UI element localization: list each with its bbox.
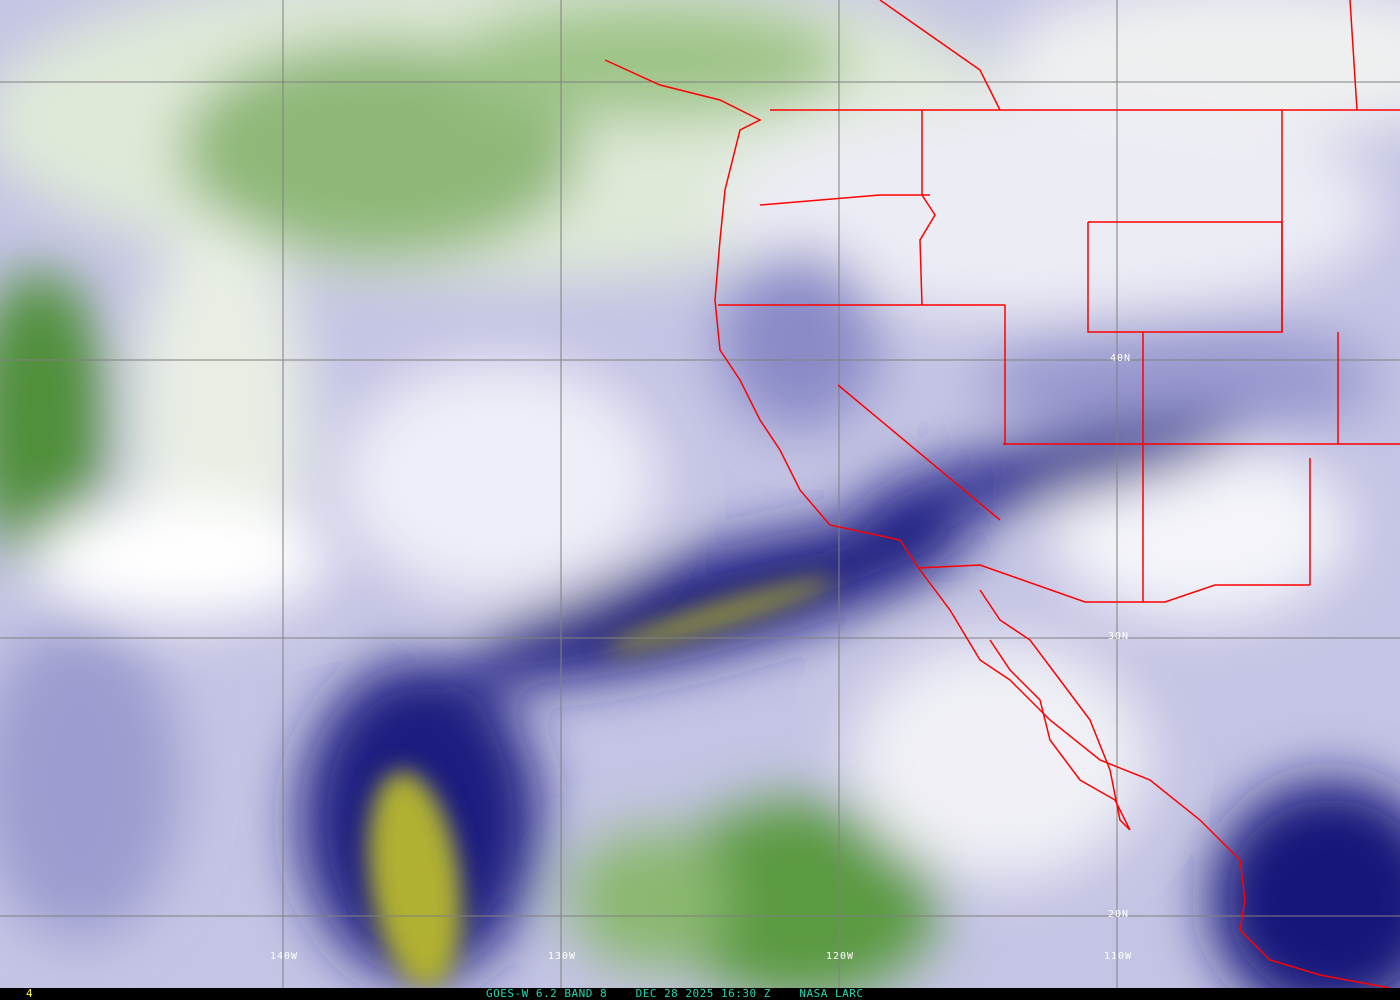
longitude-label-130w: 130W: [548, 951, 577, 962]
mexico-border: [917, 564, 1310, 603]
latitude-label-20n: 20N: [1108, 909, 1130, 920]
longitude-label-120w: 120W: [826, 951, 855, 962]
latitude-label-40n: 40N: [1110, 353, 1132, 364]
latitude-label-30n: 30N: [1108, 631, 1130, 642]
state-grid-7: [1349, 0, 1358, 111]
image-caption: GOES-W 6.2 BAND 8 DEC 28 2025 16:30 Z NA…: [486, 987, 864, 1000]
california-nevada-border: [837, 384, 1001, 521]
frame-number: 4: [26, 987, 33, 1000]
washington-oregon-border: [759, 194, 930, 206]
caption-bar: 4 GOES-W 6.2 BAND 8 DEC 28 2025 16:30 Z …: [0, 988, 1400, 1000]
dry-slot: [367, 577, 835, 988]
bc-coast: [879, 0, 1001, 111]
baja-gulf-coast: [979, 589, 1131, 831]
political-borders: [604, 0, 1400, 988]
idaho-montana-border: [919, 110, 936, 306]
longitude-label-140w: 140W: [270, 951, 299, 962]
longitude-label-110w: 110W: [1104, 951, 1133, 962]
west-coastline: [604, 59, 1391, 988]
